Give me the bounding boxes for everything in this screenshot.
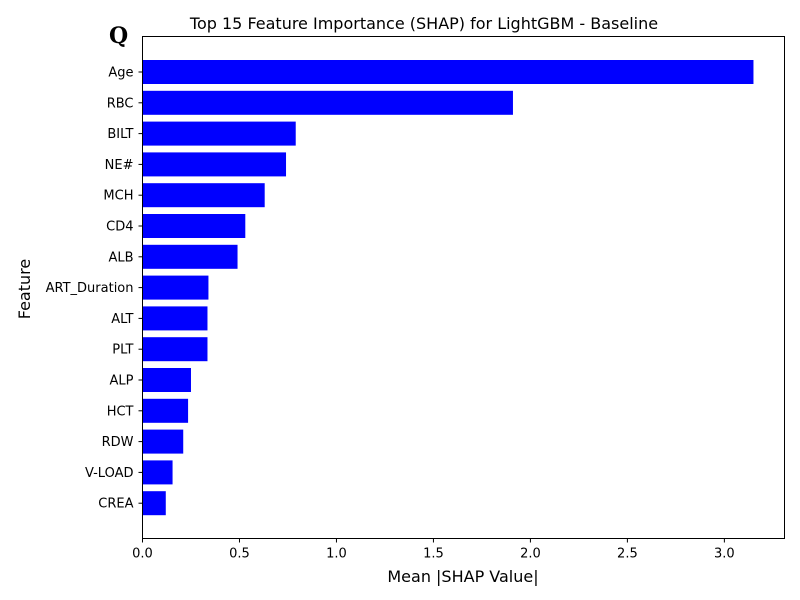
bar-alp [142, 368, 191, 392]
bar-ne- [142, 152, 287, 177]
x-tick-label: 3.0 [714, 547, 735, 562]
y-tick-label: PLT [112, 343, 133, 358]
x-tick-labels: 0.0 0.5 1.0 1.5 2.0 2.5 3.0 [132, 538, 735, 562]
y-tick-label: CREA [98, 497, 133, 512]
y-tick-label: RDW [102, 435, 134, 450]
y-tick-label: ALT [111, 312, 133, 327]
y-tick-label: CD4 [106, 220, 133, 235]
x-tick-label: 1.5 [423, 547, 444, 562]
y-tick-labels: Age RBC BILT NE# MCH CD4 ALB ART_Duration ALT PLT… [46, 66, 143, 512]
bar-rdw [142, 429, 184, 454]
y-tick-label: V-LOAD [85, 466, 134, 481]
x-tick-label: 2.5 [617, 547, 638, 562]
y-tick-label: Age [108, 66, 133, 81]
y-tick-label: ALB [108, 250, 133, 265]
bar-bilt [142, 121, 296, 146]
bar-cd4 [142, 214, 246, 238]
y-tick-label: MCH [103, 189, 133, 204]
panel-label: Q [109, 23, 128, 49]
x-tick-label: 2.0 [520, 547, 541, 562]
bar-age [142, 60, 754, 84]
bar-plt [142, 337, 208, 362]
bar-mch [142, 183, 265, 208]
y-tick-label: ART_Duration [46, 281, 134, 296]
bar-v-load [142, 460, 173, 485]
x-axis-label: Mean |SHAP Value| [387, 567, 538, 586]
bars-group [142, 60, 754, 516]
bar-alb [142, 244, 238, 269]
x-tick-label: 0.0 [132, 547, 153, 562]
y-tick-label: BILT [107, 127, 133, 142]
y-tick-label: HCT [107, 404, 134, 419]
x-tick-label: 0.5 [229, 547, 250, 562]
y-tick-label: NE# [105, 158, 134, 173]
bar-rbc [142, 90, 513, 115]
bar-hct [142, 398, 189, 423]
bar-crea [142, 491, 166, 516]
chart-title: Top 15 Feature Importance (SHAP) for Lig… [189, 14, 658, 33]
x-tick-label: 1.0 [326, 547, 347, 562]
plot-frame [142, 36, 785, 539]
bar-art-duration [142, 275, 209, 300]
y-tick-label: RBC [107, 96, 134, 111]
y-tick-label: ALP [110, 374, 134, 389]
bar-alt [142, 306, 208, 331]
y-axis-label: Feature [15, 259, 34, 319]
